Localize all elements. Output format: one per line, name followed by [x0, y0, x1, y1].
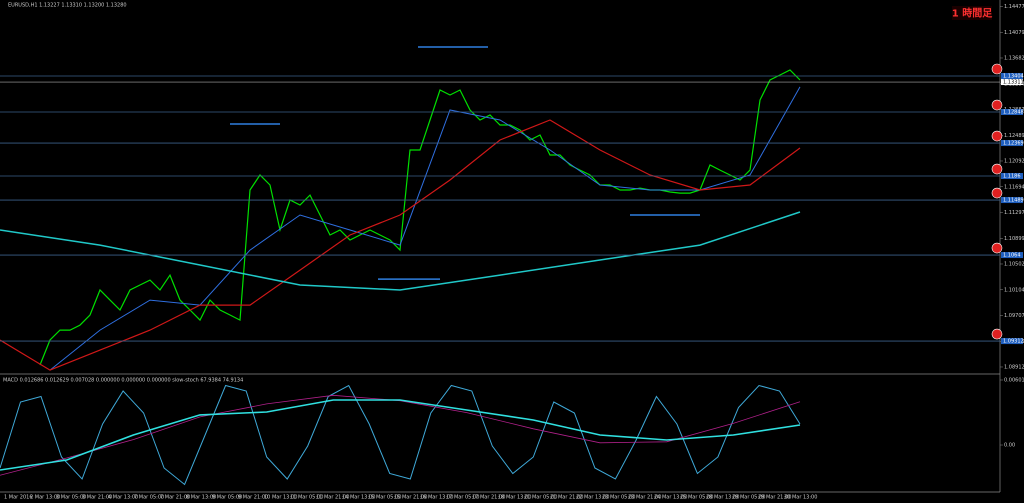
x-tick-label: 15 Mar 05:00 — [368, 495, 401, 501]
price-badge — [1001, 79, 1023, 86]
level-marker — [991, 328, 1003, 340]
y-tick-label: 1.12092 — [1004, 158, 1024, 164]
y-tick-label: 1.10104 — [1004, 287, 1024, 293]
series-line — [0, 384, 801, 486]
x-tick-label: 4 Mar 13:00 — [108, 495, 138, 501]
y-tick-label: 1.10502 — [1004, 261, 1024, 267]
x-tick-label: 2 Mar 13:00 — [30, 495, 60, 501]
x-tick-label: 11 Mar 05:00 — [290, 495, 323, 501]
level-badge — [1001, 109, 1023, 116]
indicator-info: MACD 0.012686 0.012629 0.007028 0.000000… — [3, 378, 243, 384]
level-marker — [991, 99, 1003, 111]
series-line — [49, 86, 801, 371]
level-label: 1.12369 — [1003, 141, 1024, 147]
x-tick-label: 14 Mar 13:00 — [342, 495, 375, 501]
level-badge — [1001, 140, 1023, 147]
y-tick-label: 0.00 — [1004, 443, 1015, 449]
level-label: 1.13404 — [1003, 73, 1024, 79]
x-tick-label: 22 Mar 13:00 — [576, 495, 609, 501]
level-label: 1.1186 — [1003, 174, 1021, 180]
x-tick-label: 3 Mar 05:00 — [56, 495, 86, 501]
y-tick-label: 1.10899 — [1004, 236, 1024, 242]
x-tick-label: 17 Mar 05:00 — [446, 495, 479, 501]
x-tick-label: 15 Mar 21:00 — [394, 495, 427, 501]
x-tick-label: 1 Mar 2016 — [4, 495, 33, 501]
x-tick-label: 24 Mar 13:00 — [654, 495, 687, 501]
x-tick-label: 3 Mar 21:00 — [82, 495, 112, 501]
level-badge — [1001, 72, 1023, 79]
level-marker — [991, 63, 1003, 75]
x-tick-label: 11 Mar 21:00 — [316, 495, 349, 501]
x-tick-label: 7 Mar 21:00 — [160, 495, 190, 501]
y-tick-label: 1.13682 — [1004, 55, 1024, 61]
series-line — [0, 211, 801, 291]
x-tick-label: 10 Mar 13:00 — [264, 495, 297, 501]
price-label: 1.13311 — [1003, 80, 1024, 86]
x-tick-label: 9 Mar 21:00 — [238, 495, 268, 501]
y-tick-label: 1.12489 — [1004, 133, 1024, 139]
x-tick-label: 9 Mar 05:00 — [212, 495, 242, 501]
series-line — [0, 119, 801, 371]
x-tick-label: 16 Mar 13:00 — [420, 495, 453, 501]
x-tick-label: 17 Mar 21:00 — [472, 495, 505, 501]
y-tick-label: 1.14079 — [1004, 30, 1024, 36]
x-tick-label: 8 Mar 13:00 — [186, 495, 216, 501]
level-badge — [1001, 197, 1023, 204]
x-tick-label: 29 Mar 05:00 — [732, 495, 765, 501]
x-tick-label: 21 Mar 21:00 — [550, 495, 583, 501]
series-line — [0, 399, 801, 471]
level-label: 1.09312 — [1003, 339, 1024, 345]
level-badge — [1001, 252, 1023, 259]
level-label: 1.11489 — [1003, 198, 1024, 204]
timeframe-label: 1 時間足 — [952, 7, 993, 20]
y-tick-label: 1.14477 — [1004, 4, 1024, 10]
x-tick-label: 28 Mar 13:00 — [706, 495, 739, 501]
y-tick-label: 0.006011 — [1004, 378, 1024, 384]
timeframe-badge — [952, 6, 992, 20]
series-line — [39, 69, 801, 366]
level-badge — [1001, 338, 1023, 345]
level-marker — [991, 187, 1003, 199]
level-marker — [991, 163, 1003, 175]
level-marker — [991, 130, 1003, 142]
x-tick-label: 7 Mar 05:00 — [134, 495, 164, 501]
x-tick-label: 30 Mar 13:00 — [784, 495, 817, 501]
x-tick-label: 25 Mar 05:00 — [680, 495, 713, 501]
x-tick-label: 23 Mar 21:00 — [628, 495, 661, 501]
x-tick-label: 29 Mar 21:00 — [758, 495, 791, 501]
y-tick-label: 1.08912 — [1004, 364, 1024, 370]
level-label: 1.1064 — [1003, 253, 1021, 259]
level-marker — [991, 242, 1003, 254]
x-tick-label: 18 Mar 13:00 — [498, 495, 531, 501]
y-tick-label: 1.09707 — [1004, 313, 1024, 319]
level-badge — [1001, 173, 1023, 180]
y-tick-label: 1.11694 — [1004, 184, 1024, 190]
symbol-info: EURUSD,H1 1.13227 1.13310 1.13200 1.1328… — [8, 3, 127, 9]
y-tick-label: 1.11297 — [1004, 210, 1024, 216]
level-label: 1.12848 — [1003, 110, 1024, 116]
x-tick-label: 21 Mar 05:00 — [524, 495, 557, 501]
x-tick-label: 23 Mar 05:00 — [602, 495, 635, 501]
